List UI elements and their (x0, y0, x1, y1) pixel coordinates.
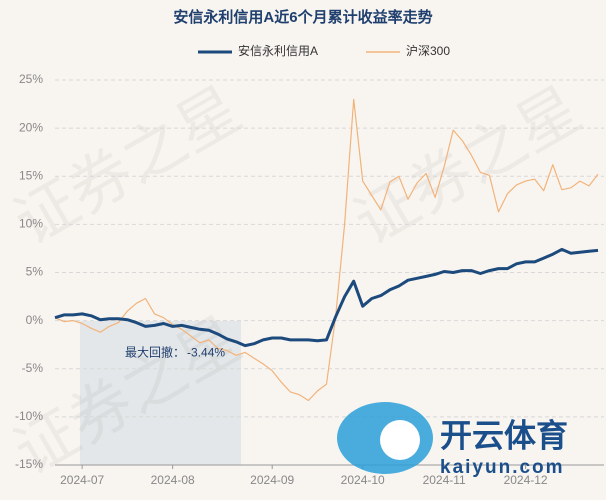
x-tick-label: 2024-07 (60, 473, 104, 487)
x-tick-label: 2024-12 (504, 473, 548, 487)
y-tick-label: 25% (19, 72, 43, 86)
annotation-text: 最大回撤： (125, 345, 185, 360)
y-tick-label: 10% (19, 217, 43, 231)
logo-url: kaiyun.com (440, 457, 565, 478)
x-tick-label: 2024-11 (423, 473, 466, 487)
annotation: 最大回撤： -3.44% (125, 345, 225, 360)
x-tick-label: 2024-09 (250, 473, 294, 487)
y-tick-label: -15% (15, 457, 43, 471)
series-line (54, 247, 599, 348)
y-tick-label: -10% (15, 409, 43, 423)
x-tick-label: 2024-08 (151, 473, 195, 487)
logo-ball (380, 420, 420, 460)
y-tick-label: 5% (26, 265, 44, 279)
legend-label: 沪深300 (406, 44, 450, 58)
chart-title: 安信永利信用A近6个月累计收益率走势 (173, 8, 432, 26)
y-tick-label: 15% (19, 168, 43, 182)
annotation-value: -3.44% (187, 346, 225, 360)
y-tick-label: 20% (19, 120, 43, 134)
x-tick-label: 2024-10 (341, 473, 385, 487)
y-tick-label: -5% (22, 361, 44, 375)
y-tick-label: 0% (26, 313, 44, 327)
logo-name: 开云体育 (440, 417, 568, 453)
legend-label: 安信永利信用A (238, 43, 318, 58)
series-line (54, 98, 599, 402)
